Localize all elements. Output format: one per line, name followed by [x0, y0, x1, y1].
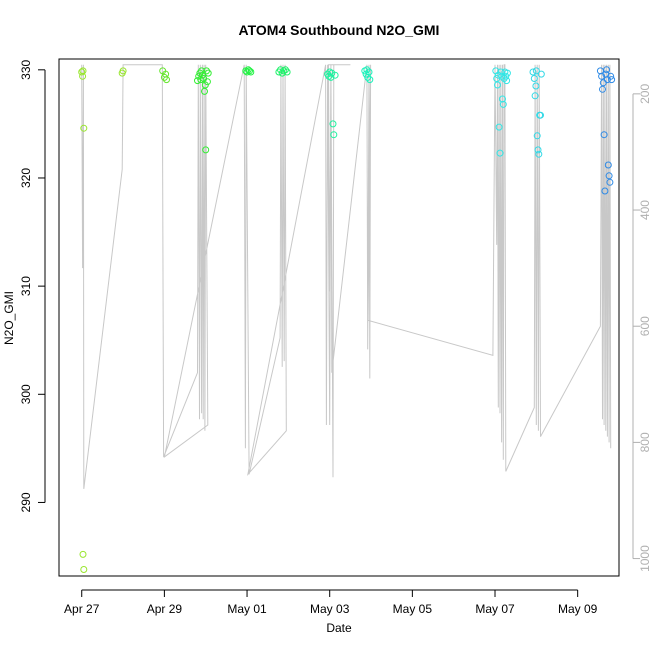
data-point [79, 67, 87, 75]
x-tick-label: May 07 [475, 602, 515, 616]
data-point [246, 67, 253, 75]
data-point [119, 67, 127, 75]
x-axis-label: Date [326, 621, 352, 635]
data-point [599, 85, 606, 93]
data-point [603, 66, 611, 74]
data-point [203, 78, 211, 86]
data-point [496, 149, 504, 157]
y-axis: 290 300 310 320 330 [19, 59, 46, 512]
data-point [495, 123, 503, 131]
plot-frame [58, 58, 620, 577]
x-tick-label: May 03 [310, 602, 350, 616]
right-tick-label: 600 [638, 316, 650, 336]
right-tick-label: 1000 [638, 545, 650, 572]
data-point [247, 68, 255, 76]
right-tick-label: 800 [638, 432, 650, 452]
data-point [366, 76, 374, 84]
data-point [503, 77, 511, 85]
data-point [198, 71, 206, 79]
data-point [160, 73, 168, 81]
data-point [277, 66, 284, 74]
data-point [503, 69, 511, 77]
right-tick-label: 400 [638, 200, 650, 220]
data-point [202, 146, 210, 154]
data-point [365, 68, 373, 76]
data-point [329, 120, 337, 128]
data-point [530, 75, 538, 82]
chart-title: ATOM4 Southbound N2O_GMI [239, 22, 440, 38]
data-point [282, 66, 289, 74]
data-point [499, 95, 506, 103]
data-point [497, 68, 505, 76]
data-point [198, 67, 206, 75]
x-tick-label: Apr 27 [64, 602, 100, 616]
data-point [604, 161, 612, 169]
data-point [601, 187, 609, 195]
data-point [537, 70, 545, 78]
data-point [529, 68, 537, 76]
data-point [330, 131, 338, 139]
data-point [327, 73, 335, 81]
y-axis-label: N2O_GMI [2, 291, 16, 345]
data-point [532, 82, 540, 90]
data-point [203, 67, 210, 75]
data-point [194, 77, 201, 85]
data-point [531, 92, 539, 100]
data-point [275, 68, 283, 76]
data-point [494, 81, 501, 89]
right-axis: 200 400 600 800 1000 [632, 84, 650, 572]
data-point [363, 66, 371, 74]
data-point [600, 131, 608, 139]
pressure-trace [81, 64, 612, 489]
data-point [607, 72, 615, 80]
y-tick-label: 310 [19, 276, 33, 296]
y-tick-label: 300 [19, 384, 33, 404]
x-tick-label: May 01 [227, 602, 267, 616]
data-point [532, 67, 540, 75]
x-tick-label: May 05 [393, 602, 433, 616]
data-point [534, 146, 542, 154]
data-point [280, 67, 288, 75]
data-point [598, 72, 606, 80]
data-point [80, 124, 88, 132]
data-point [78, 68, 86, 76]
x-tick-label: Apr 29 [147, 602, 183, 616]
pressure-trace-line [81, 64, 612, 489]
data-point [537, 111, 544, 119]
data-point [605, 172, 613, 180]
data-point [499, 100, 507, 108]
y-tick-label: 330 [19, 59, 33, 79]
data-point [535, 150, 543, 158]
data-point [80, 566, 88, 573]
data-point [163, 76, 170, 84]
data-point [608, 76, 616, 84]
data-point [79, 550, 87, 558]
data-points [78, 66, 616, 573]
right-tick-label: 200 [638, 84, 650, 104]
x-tick-label: May 09 [558, 602, 598, 616]
data-point [283, 68, 291, 76]
data-point [606, 178, 614, 186]
data-point [533, 132, 541, 140]
data-point [79, 72, 87, 80]
data-point [204, 69, 212, 77]
y-tick-label: 320 [19, 168, 33, 188]
y-tick-label: 290 [19, 492, 33, 512]
data-point [331, 71, 339, 79]
x-axis: Apr 27 Apr 29 May 01 May 03 May 05 May 07 May … [64, 589, 598, 616]
